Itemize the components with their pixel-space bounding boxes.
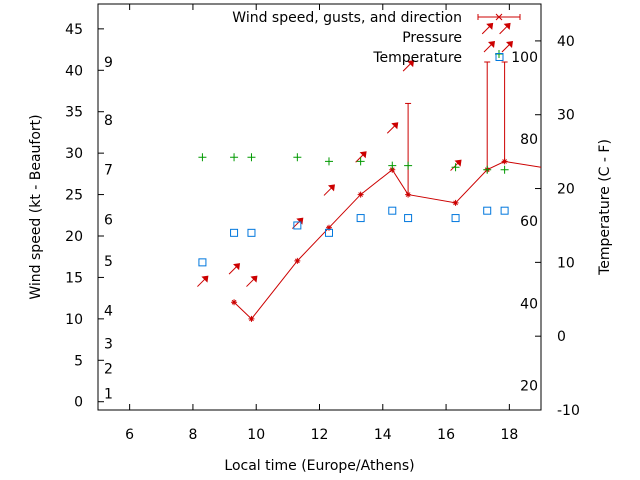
plot-frame xyxy=(97,3,542,411)
y-left-tick-label: 5 xyxy=(74,353,83,369)
direction-arrow-head xyxy=(233,263,241,271)
direction-arrow-head xyxy=(359,151,367,159)
temperature-point xyxy=(388,206,397,215)
y-right-tick-label: 30 xyxy=(557,108,575,124)
pressure-point xyxy=(404,161,413,170)
legend-arrow-b-head xyxy=(506,41,513,48)
beaufort-label: 5 xyxy=(104,254,113,270)
wind-line xyxy=(233,160,541,320)
y-right-tick-label: 40 xyxy=(557,34,575,50)
beaufort-label: 8 xyxy=(104,113,113,129)
y-right-axis-title: Temperature (C - F) xyxy=(597,139,613,276)
pressure-point xyxy=(247,153,256,162)
wind-point xyxy=(231,299,238,306)
legend-temperature-mark xyxy=(495,53,504,61)
fahrenheit-label: 20 xyxy=(520,379,538,395)
temperature-point xyxy=(404,214,413,223)
wind-point xyxy=(405,191,412,198)
wind-point xyxy=(248,315,255,322)
wind-point xyxy=(389,166,396,173)
temperature-point xyxy=(324,228,333,237)
x-tick-label: 14 xyxy=(374,427,392,443)
fahrenheit-label: 80 xyxy=(520,132,538,148)
pressure-point xyxy=(500,165,509,174)
y-left-tick-label: 10 xyxy=(65,312,83,328)
y-left-tick-label: 30 xyxy=(65,146,83,162)
temperature-point xyxy=(198,258,207,267)
y-left-tick-label: 0 xyxy=(74,395,83,411)
pressure-point xyxy=(388,161,397,170)
fahrenheit-label: 40 xyxy=(520,297,538,313)
direction-arrow-head xyxy=(327,184,335,192)
x-tick-label: 10 xyxy=(247,427,265,443)
beaufort-label: 7 xyxy=(104,163,113,179)
y-left-tick-label: 45 xyxy=(65,22,83,38)
legend-wind-label: Wind speed, gusts, and direction xyxy=(232,10,462,26)
y-left-tick-label: 25 xyxy=(65,188,83,204)
beaufort-label: 9 xyxy=(104,55,113,71)
y-left-tick-label: 15 xyxy=(65,270,83,286)
x-tick-label: 16 xyxy=(437,427,455,443)
wind-point xyxy=(325,224,332,231)
direction-arrow-head xyxy=(454,159,462,167)
beaufort-label: 2 xyxy=(104,362,113,378)
direction-arrow-head xyxy=(296,217,304,225)
wind-point xyxy=(357,191,364,198)
pressure-point xyxy=(198,153,207,162)
x-tick-label: 12 xyxy=(311,427,329,443)
pressure-point xyxy=(451,163,460,172)
temperature-point xyxy=(451,214,460,223)
x-tick-label: 18 xyxy=(500,427,518,443)
beaufort-label: 4 xyxy=(104,304,113,320)
fahrenheit-label: 60 xyxy=(520,214,538,230)
fahrenheit-label: 100 xyxy=(511,50,538,66)
legend-arrow-a-head xyxy=(488,41,495,48)
wind-point xyxy=(452,199,459,206)
wind-point xyxy=(294,257,301,264)
legend-wind-mark xyxy=(495,13,503,21)
pressure-point xyxy=(293,153,302,162)
y-left-tick-label: 35 xyxy=(65,105,83,121)
wind-point xyxy=(501,158,508,165)
y-left-axis-title: Wind speed (kt - Beaufort) xyxy=(28,114,44,299)
legend-pressure-label: Pressure xyxy=(402,30,462,46)
x-tick-label: 6 xyxy=(125,427,134,443)
temperature-point xyxy=(230,228,239,237)
direction-arrow-head xyxy=(201,275,209,283)
y-right-tick-label: 0 xyxy=(557,329,566,345)
beaufort-label: 3 xyxy=(104,337,113,353)
pressure-point xyxy=(356,157,365,166)
x-tick-label: 8 xyxy=(188,427,197,443)
y-left-tick-label: 20 xyxy=(65,229,83,245)
y-left-tick-label: 40 xyxy=(65,63,83,79)
x-axis-title: Local time (Europe/Athens) xyxy=(224,458,414,474)
y-right-tick-label: 20 xyxy=(557,182,575,198)
beaufort-label: 6 xyxy=(104,212,113,228)
temperature-point xyxy=(293,221,302,230)
direction-arrow-head xyxy=(503,22,511,30)
temperature-point xyxy=(500,206,509,215)
pressure-point xyxy=(230,153,239,162)
direction-arrow-head xyxy=(250,275,258,283)
legend-temperature-label: Temperature xyxy=(372,50,462,66)
direction-arrow-head xyxy=(486,22,494,30)
pressure-point xyxy=(483,165,492,174)
beaufort-label: 1 xyxy=(104,386,113,402)
temperature-point xyxy=(247,228,256,237)
y-right-tick-label: 10 xyxy=(557,255,575,271)
temperature-point xyxy=(483,206,492,215)
temperature-point xyxy=(356,214,365,223)
direction-arrow-head xyxy=(391,122,399,130)
y-right-tick-label: -10 xyxy=(557,403,580,419)
direction-arrow-head xyxy=(407,60,415,68)
pressure-point xyxy=(324,157,333,166)
